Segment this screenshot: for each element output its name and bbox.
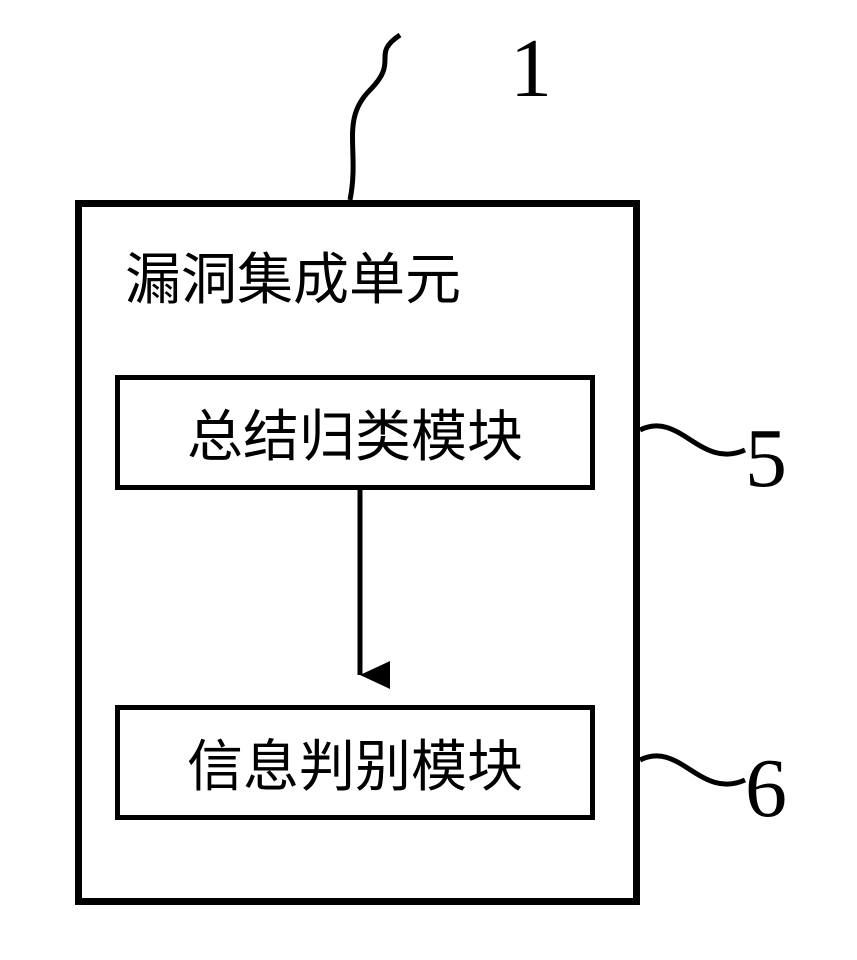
info-module-label: 信息判别模块 <box>187 722 523 803</box>
info-module-box: 信息判别模块 <box>115 705 595 820</box>
outer-unit-title: 漏洞集成单元 <box>125 235 461 316</box>
diagram-canvas: 漏洞集成单元 总结归类模块 信息判别模块 1 5 6 <box>0 0 857 960</box>
callout-squiggle-5 <box>640 426 745 454</box>
callout-label-1: 1 <box>510 20 552 117</box>
callout-label-5: 5 <box>745 410 787 507</box>
callout-squiggle-6 <box>640 756 745 784</box>
summary-module-box: 总结归类模块 <box>115 375 595 490</box>
summary-module-label: 总结归类模块 <box>187 392 523 473</box>
callout-squiggle-1 <box>350 35 400 200</box>
callout-label-6: 6 <box>745 740 787 837</box>
